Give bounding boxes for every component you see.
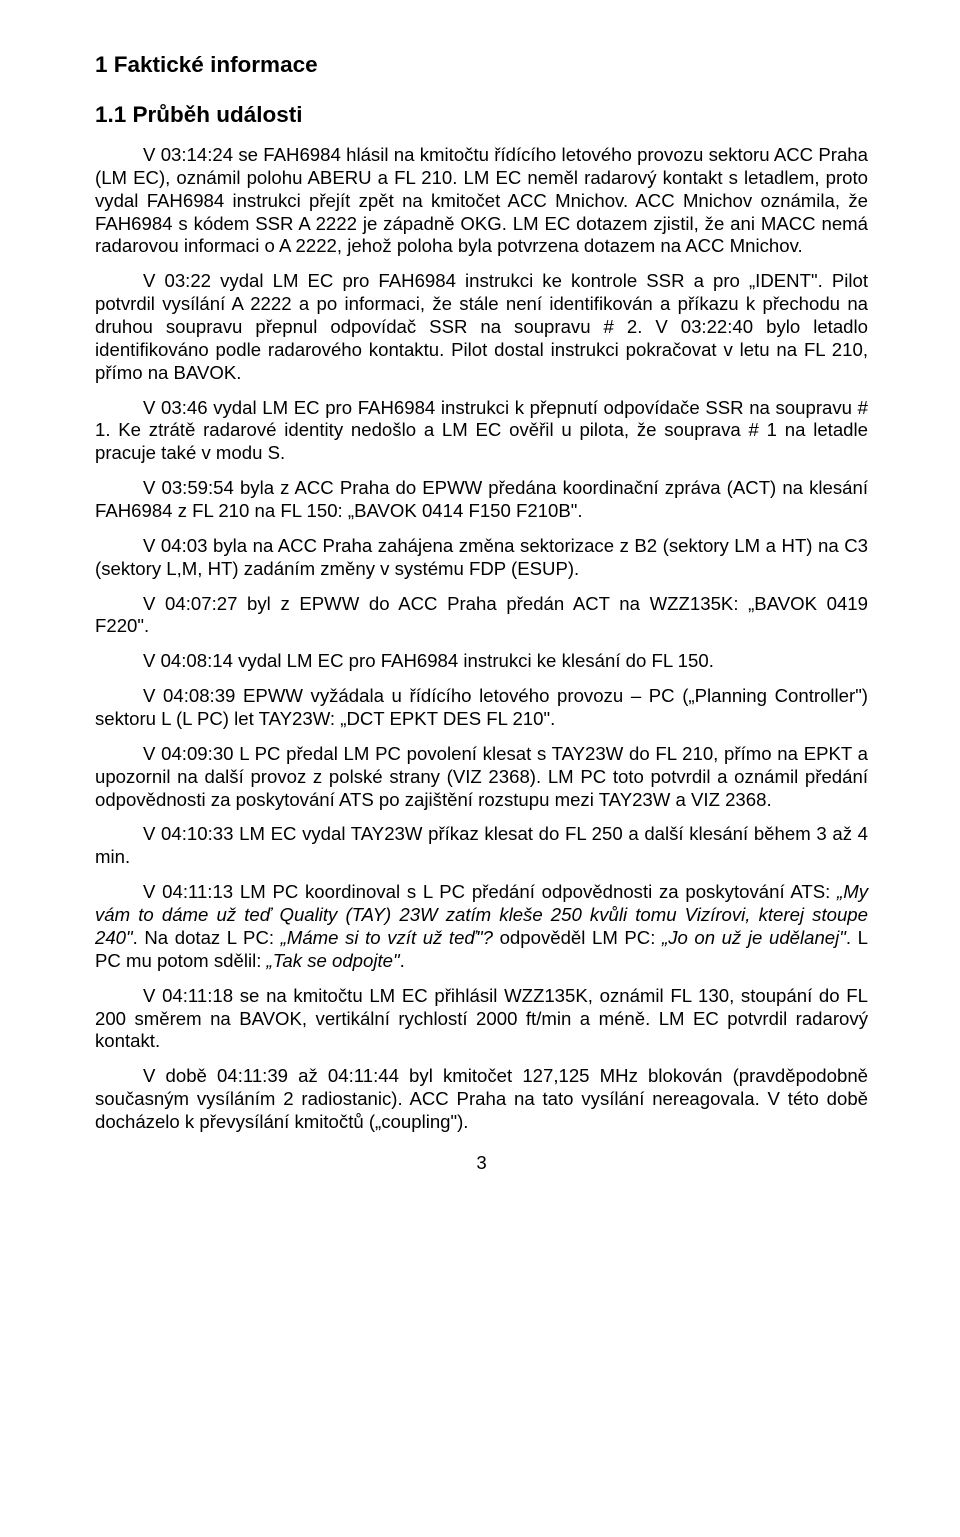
- paragraph: V 03:59:54 byla z ACC Praha do EPWW před…: [95, 477, 868, 523]
- paragraph: V době 04:11:39 až 04:11:44 byl kmitočet…: [95, 1065, 868, 1134]
- quote-italic: „Jo on už je udělanej": [662, 927, 846, 948]
- text-run: . Na dotaz L PC:: [133, 927, 281, 948]
- paragraph: V 04:11:18 se na kmitočtu LM EC přihlási…: [95, 985, 868, 1054]
- heading-1-1: 1.1 Průběh události: [95, 102, 868, 128]
- text-run: .: [400, 950, 405, 971]
- heading-1: 1 Faktické informace: [95, 52, 868, 78]
- quote-italic: „Máme si to vzít už teď"?: [281, 927, 493, 948]
- paragraph: V 04:11:13 LM PC koordinoval s L PC před…: [95, 881, 868, 972]
- document-page: 1 Faktické informace 1.1 Průběh události…: [0, 0, 960, 1204]
- paragraph: V 04:10:33 LM EC vydal TAY23W příkaz kle…: [95, 823, 868, 869]
- paragraph: V 03:22 vydal LM EC pro FAH6984 instrukc…: [95, 270, 868, 384]
- paragraph: V 04:07:27 byl z EPWW do ACC Praha předá…: [95, 593, 868, 639]
- quote-italic: „Tak se odpojte": [267, 950, 400, 971]
- paragraph: V 03:14:24 se FAH6984 hlásil na kmitočtu…: [95, 144, 868, 258]
- paragraph: V 03:46 vydal LM EC pro FAH6984 instrukc…: [95, 397, 868, 466]
- paragraph: V 04:08:14 vydal LM EC pro FAH6984 instr…: [95, 650, 868, 673]
- page-number: 3: [95, 1152, 868, 1174]
- text-run: odpověděl LM PC:: [493, 927, 662, 948]
- paragraph: V 04:09:30 L PC předal LM PC povolení kl…: [95, 743, 868, 812]
- paragraph: V 04:08:39 EPWW vyžádala u řídícího leto…: [95, 685, 868, 731]
- text-run: V 04:11:13 LM PC koordinoval s L PC před…: [143, 881, 837, 902]
- paragraph: V 04:03 byla na ACC Praha zahájena změna…: [95, 535, 868, 581]
